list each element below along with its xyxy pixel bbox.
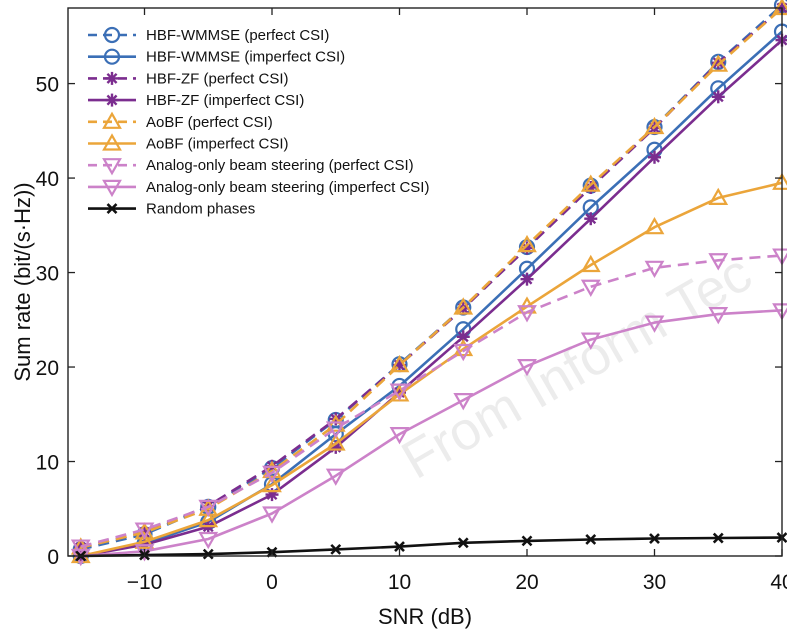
legend-label: AoBF (imperfect CSI) [146, 136, 289, 153]
x-tick-label: −10 [127, 571, 163, 594]
y-tick-label: 0 [47, 546, 59, 569]
data-point [584, 212, 597, 225]
legend-label: HBF-WMMSE (imperfect CSI) [146, 49, 345, 66]
y-axis-label: Sum rate (bit/(s·Hz)) [10, 182, 35, 381]
legend-entry: Random phases [88, 201, 255, 218]
legend-entry: AoBF (perfect CSI) [88, 114, 273, 131]
legend-entry: HBF-WMMSE (imperfect CSI) [88, 49, 345, 66]
legend-entry: HBF-ZF (imperfect CSI) [88, 92, 304, 109]
marker-triangle-down-shape [583, 281, 599, 295]
watermark: From Inform Tec [392, 243, 762, 491]
data-point [266, 488, 279, 501]
legend-entry: Analog-only beam steering (perfect CSI) [88, 157, 414, 174]
legend-marker [106, 72, 119, 85]
data-point [521, 273, 534, 286]
data-point [712, 90, 725, 103]
legend-label: Analog-only beam steering (perfect CSI) [146, 157, 414, 174]
legend-label: Analog-only beam steering (imperfect CSI… [146, 179, 429, 196]
legend-label: AoBF (perfect CSI) [146, 114, 273, 131]
y-tick-label: 30 [36, 263, 59, 286]
y-tick-label: 10 [36, 452, 59, 475]
x-tick-label: 10 [388, 571, 411, 594]
legend-label: HBF-ZF (imperfect CSI) [146, 92, 304, 109]
x-axis-label: SNR (dB) [378, 604, 472, 629]
y-tick-label: 40 [36, 168, 59, 191]
legend: HBF-WMMSE (perfect CSI) HBF-WMMSE (imperf… [88, 27, 429, 218]
data-point [583, 281, 599, 295]
x-tick-label: 40 [770, 571, 787, 594]
series-aobf-imperfect-csi [73, 175, 787, 562]
series-line [81, 183, 782, 556]
y-tick-label: 50 [36, 74, 59, 97]
y-tick-label: 20 [36, 357, 59, 380]
watermark-text: From Inform Tec [392, 243, 762, 491]
legend-label: HBF-ZF (perfect CSI) [146, 70, 289, 87]
x-tick-label: 20 [515, 571, 538, 594]
x-tick-label: 0 [266, 571, 278, 594]
legend-entry: HBF-ZF (perfect CSI) [88, 70, 289, 87]
marker-triangle-up-shape [774, 175, 787, 189]
legend-marker [106, 94, 119, 107]
legend-entry: Analog-only beam steering (imperfect CSI… [88, 179, 429, 196]
legend-label: HBF-WMMSE (perfect CSI) [146, 27, 329, 44]
series-line [81, 538, 782, 556]
legend-label: Random phases [146, 201, 255, 218]
data-point [648, 151, 661, 164]
legend-entry: AoBF (imperfect CSI) [88, 136, 289, 153]
legend-entry: HBF-WMMSE (perfect CSI) [88, 27, 329, 44]
data-point [774, 175, 787, 189]
x-tick-label: 30 [643, 571, 666, 594]
